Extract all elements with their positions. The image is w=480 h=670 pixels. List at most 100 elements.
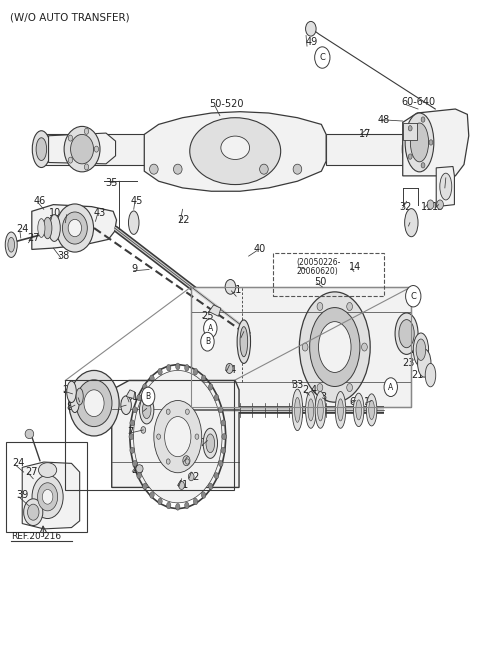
Circle shape <box>142 387 155 406</box>
Ellipse shape <box>64 127 100 172</box>
Ellipse shape <box>185 409 189 415</box>
Ellipse shape <box>317 383 323 391</box>
Ellipse shape <box>143 401 151 419</box>
Ellipse shape <box>36 138 47 161</box>
Text: C: C <box>319 53 325 62</box>
Ellipse shape <box>353 393 364 427</box>
Ellipse shape <box>68 219 82 237</box>
Ellipse shape <box>67 381 76 403</box>
Ellipse shape <box>421 163 425 168</box>
Ellipse shape <box>440 174 452 200</box>
Ellipse shape <box>347 302 352 310</box>
Ellipse shape <box>150 492 154 498</box>
Ellipse shape <box>185 502 189 509</box>
Ellipse shape <box>24 498 43 525</box>
Text: 11: 11 <box>421 202 433 212</box>
Polygon shape <box>48 133 116 164</box>
Ellipse shape <box>221 448 226 454</box>
Ellipse shape <box>76 388 83 405</box>
Ellipse shape <box>405 113 434 172</box>
Text: B: B <box>145 392 151 401</box>
Ellipse shape <box>32 131 50 168</box>
Ellipse shape <box>302 343 308 351</box>
Ellipse shape <box>130 448 134 454</box>
Text: 28: 28 <box>239 332 252 341</box>
Ellipse shape <box>166 459 170 464</box>
Ellipse shape <box>225 279 236 294</box>
Text: 21: 21 <box>229 285 242 295</box>
Circle shape <box>201 332 214 351</box>
Text: 1: 1 <box>76 391 83 401</box>
Ellipse shape <box>27 504 39 520</box>
Ellipse shape <box>154 401 202 473</box>
Ellipse shape <box>193 369 198 375</box>
Text: 25: 25 <box>201 312 213 322</box>
Text: 15: 15 <box>363 397 376 407</box>
Ellipse shape <box>193 498 198 505</box>
Ellipse shape <box>165 417 191 457</box>
Ellipse shape <box>218 407 223 413</box>
Ellipse shape <box>395 313 418 354</box>
Polygon shape <box>436 167 455 206</box>
Ellipse shape <box>42 490 53 504</box>
Text: 50: 50 <box>314 277 326 287</box>
Text: 9: 9 <box>131 265 137 275</box>
Ellipse shape <box>8 237 14 252</box>
Ellipse shape <box>195 434 199 440</box>
Ellipse shape <box>201 375 206 381</box>
Ellipse shape <box>347 383 352 391</box>
Ellipse shape <box>157 434 160 440</box>
Polygon shape <box>22 462 80 529</box>
Ellipse shape <box>56 204 94 252</box>
Text: 31: 31 <box>126 391 138 401</box>
Ellipse shape <box>71 394 79 413</box>
Ellipse shape <box>188 473 194 481</box>
Ellipse shape <box>222 433 227 440</box>
Ellipse shape <box>421 117 425 122</box>
Text: 1: 1 <box>408 344 415 354</box>
Ellipse shape <box>68 135 72 141</box>
Text: 23: 23 <box>402 358 414 368</box>
Bar <box>65 381 234 490</box>
Ellipse shape <box>129 433 134 440</box>
Ellipse shape <box>317 302 323 310</box>
Ellipse shape <box>176 503 180 510</box>
Text: 26: 26 <box>131 465 143 475</box>
Ellipse shape <box>214 472 219 479</box>
Ellipse shape <box>43 217 52 239</box>
Ellipse shape <box>84 129 89 134</box>
Ellipse shape <box>136 465 143 473</box>
Polygon shape <box>32 204 117 249</box>
Ellipse shape <box>429 140 433 145</box>
Ellipse shape <box>179 482 184 490</box>
Ellipse shape <box>37 483 58 511</box>
Ellipse shape <box>425 363 436 387</box>
Text: 12: 12 <box>441 182 454 192</box>
Ellipse shape <box>361 343 367 351</box>
Ellipse shape <box>150 164 158 174</box>
Text: 2: 2 <box>302 385 309 395</box>
Text: 45: 45 <box>131 196 143 206</box>
Text: 29: 29 <box>120 400 132 410</box>
Bar <box>6 442 87 532</box>
Ellipse shape <box>71 135 94 164</box>
Bar <box>273 253 384 296</box>
Ellipse shape <box>25 429 34 439</box>
Ellipse shape <box>76 380 112 427</box>
Text: 21: 21 <box>411 370 424 380</box>
Text: A: A <box>208 324 213 333</box>
Ellipse shape <box>190 118 281 184</box>
Text: 50-520: 50-520 <box>209 99 243 109</box>
Text: 40: 40 <box>253 245 265 255</box>
Text: 10: 10 <box>48 208 61 218</box>
Circle shape <box>315 47 330 68</box>
Ellipse shape <box>335 391 346 428</box>
Text: 27: 27 <box>27 233 39 243</box>
Ellipse shape <box>416 339 426 360</box>
Ellipse shape <box>437 200 444 209</box>
Polygon shape <box>144 112 326 191</box>
Text: 20060620): 20060620) <box>297 267 338 276</box>
Ellipse shape <box>293 164 302 174</box>
Ellipse shape <box>141 427 146 433</box>
Text: A: A <box>388 383 394 392</box>
